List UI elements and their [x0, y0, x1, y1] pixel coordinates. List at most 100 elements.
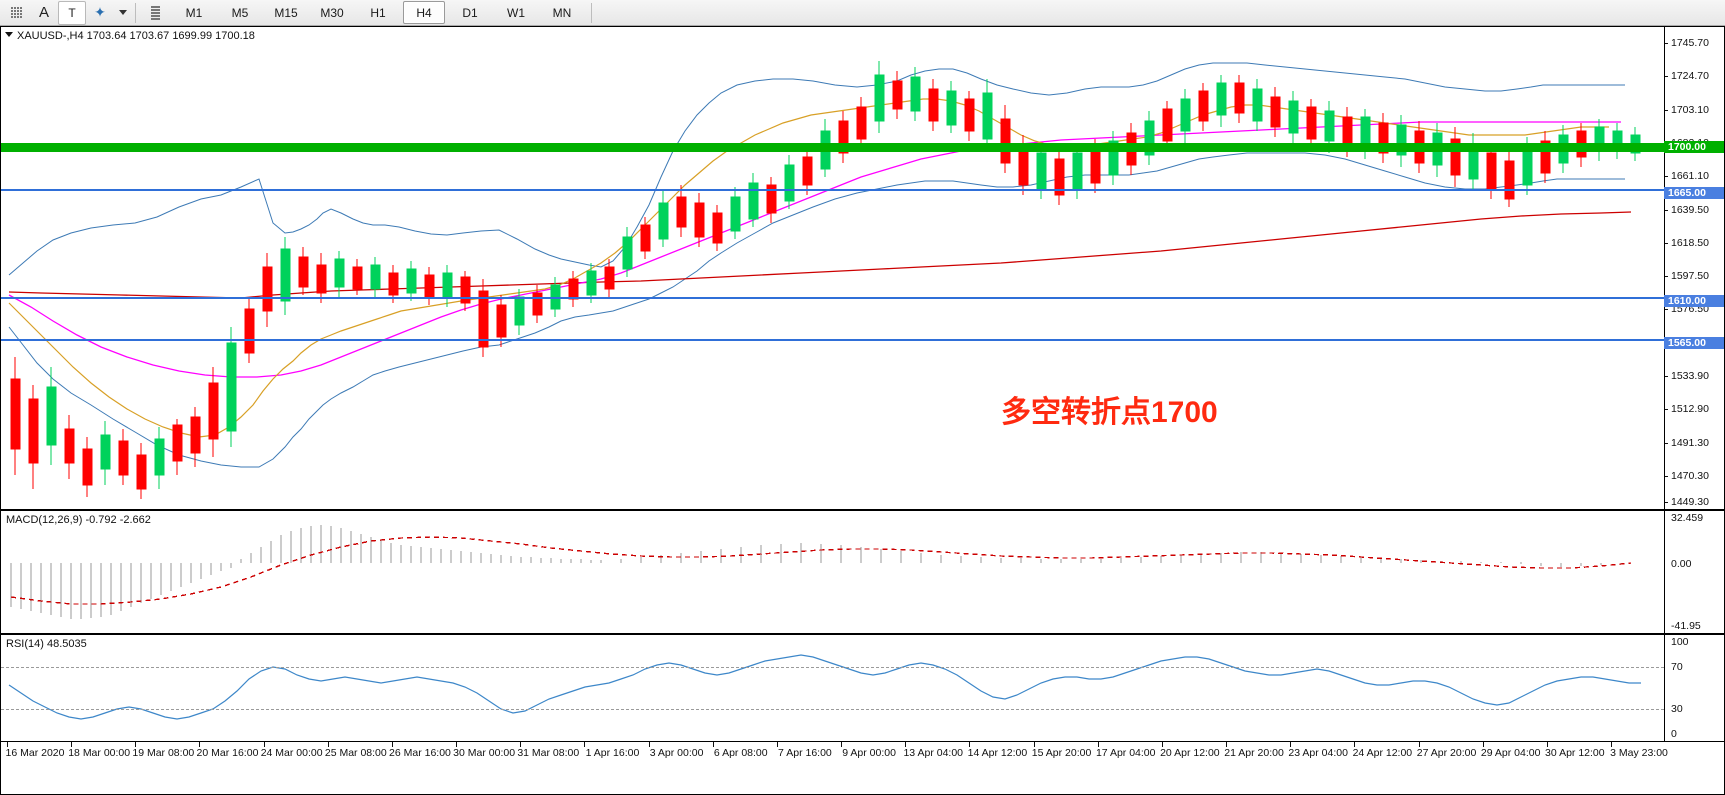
timeframe-button-m1[interactable]: M1 — [185, 5, 203, 20]
time-tick-17 — [1097, 742, 1099, 747]
time-tick-22 — [1418, 742, 1420, 747]
rsi-scale-tick-3: 0 — [1671, 728, 1677, 740]
main-toolbar: A T ✦ M1 M5 M15 M30 H1 H4 D1 W1 MN — [0, 0, 1725, 26]
rsi-level-30 — [1, 709, 1664, 710]
time-label-22: 27 Apr 20:00 — [1416, 747, 1477, 759]
timeframe-button-h1[interactable]: H1 — [370, 5, 386, 20]
time-label-16: 15 Apr 20:00 — [1031, 747, 1092, 759]
timeframe-button-m30[interactable]: M30 — [320, 5, 344, 20]
time-tick-10 — [648, 742, 650, 747]
text-label-icon[interactable]: T — [58, 0, 86, 25]
timeframe-button-mn[interactable]: MN — [552, 5, 572, 20]
price-scale-tick-0: 1745.70 — [1665, 37, 1724, 49]
rsi-series-svg — [8, 654, 1641, 720]
time-label-0: 16 Mar 2020 — [5, 747, 65, 759]
time-tick-14 — [905, 742, 907, 747]
level-line-1565[interactable] — [1, 339, 1664, 341]
macd-scale-tick-0: 32.459 — [1671, 512, 1704, 524]
price-panel[interactable]: 多空转折点1700 1745.701724.701703.101682.1016… — [0, 26, 1725, 510]
time-tick-15 — [969, 742, 971, 747]
symbol-header: XAUUSD-,H4 1703.64 1703.67 1699.99 1700.… — [5, 30, 255, 42]
time-label-11: 6 Apr 08:00 — [713, 747, 768, 759]
price-scale-tick-13: 1470.30 — [1665, 470, 1724, 482]
objects-icon[interactable]: ✦ — [94, 4, 106, 20]
time-label-14: 13 Apr 04:00 — [903, 747, 964, 759]
price-scale-tick-5: 1639.50 — [1665, 204, 1724, 216]
rsi-scale-tick-1: 70 — [1671, 660, 1683, 673]
macd-label: MACD(12,26,9) -0.792 -2.662 — [6, 514, 151, 526]
price-scale[interactable]: 1745.701724.701703.101682.101661.101639.… — [1664, 27, 1724, 509]
rsi-scale-tick-2: 30 — [1671, 703, 1683, 716]
time-tick-4 — [263, 742, 265, 747]
rsi-scale[interactable]: 100 70 30 0 — [1664, 635, 1724, 741]
time-tick-1 — [71, 742, 73, 747]
rsi-level-70 — [1, 667, 1664, 668]
toolbar-divider-2 — [591, 2, 592, 23]
time-tick-13 — [841, 742, 843, 747]
price-plot[interactable]: 多空转折点1700 — [1, 27, 1664, 509]
timeframe-button-h4[interactable]: H4 — [403, 1, 445, 24]
time-label-1: 18 Mar 00:00 — [68, 747, 131, 759]
price-scale-tick-11: 1512.90 — [1665, 403, 1724, 415]
macd-panel[interactable]: 32.459 0.00 -41.95 MACD(12,26,9) -0.792 -2… — [0, 510, 1725, 634]
time-label-15: 14 Apr 12:00 — [967, 747, 1028, 759]
time-label-5: 25 Mar 08:00 — [324, 747, 387, 759]
level-line-1665[interactable] — [1, 189, 1664, 191]
macd-plot[interactable] — [1, 511, 1664, 633]
rsi-plot[interactable] — [1, 635, 1664, 741]
time-label-20: 23 Apr 04:00 — [1288, 747, 1348, 759]
time-label-8: 31 Mar 08:00 — [517, 747, 580, 759]
level-tag-1700: 1700.00 — [1664, 141, 1724, 153]
ma-slow-line — [8, 211, 1632, 299]
time-axis[interactable]: 16 Mar 2020 18 Mar 00:00 19 Mar 08:00 20 Ma… — [0, 742, 1725, 795]
time-label-3: 20 Mar 16:00 — [196, 747, 259, 759]
timeframe-button-w1[interactable]: W1 — [507, 5, 525, 20]
level-tag-1610: 1610.00 — [1664, 295, 1724, 307]
price-scale-tick-7: 1597.50 — [1665, 270, 1724, 282]
rsi-label: RSI(14) 48.5035 — [6, 638, 87, 650]
time-label-2: 19 Mar 08:00 — [132, 747, 195, 759]
time-label-25: 3 May 23:00 — [1610, 747, 1668, 759]
timeframe-button-m5[interactable]: M5 — [231, 5, 249, 20]
time-label-9: 1 Apr 16:00 — [585, 747, 640, 759]
rsi-panel[interactable]: 100 70 30 0 RSI(14) 48.5035 — [0, 634, 1725, 742]
time-label-21: 24 Apr 12:00 — [1352, 747, 1413, 759]
time-tick-21 — [1354, 742, 1356, 747]
time-label-6: 26 Mar 16:00 — [389, 747, 451, 759]
time-tick-6 — [391, 742, 393, 747]
macd-scale-tick-1: 0.00 — [1671, 558, 1692, 571]
price-scale-tick-6: 1618.50 — [1665, 237, 1724, 249]
time-label-23: 29 Apr 04:00 — [1480, 747, 1541, 759]
macd-signal-line — [10, 536, 1632, 605]
time-label-19: 21 Apr 20:00 — [1224, 747, 1284, 759]
chevron-down-icon[interactable] — [5, 32, 13, 37]
time-tick-19 — [1226, 742, 1228, 747]
macd-scale[interactable]: 32.459 0.00 -41.95 — [1664, 511, 1724, 633]
timeframe-group: M1 M5 M15 M30 H1 H4 D1 W1 MN — [173, 1, 583, 24]
level-tag-1565: 1565.00 — [1664, 337, 1724, 349]
symbol-header-text: XAUUSD-,H4 1703.64 1703.67 1699.99 1700.… — [17, 30, 255, 42]
time-tick-11 — [712, 742, 714, 747]
level-line-1610[interactable] — [1, 297, 1664, 299]
grid-icon[interactable] — [2, 1, 30, 25]
macd-series-svg — [10, 525, 1632, 619]
text-a-icon[interactable]: A — [38, 4, 49, 21]
time-tick-7 — [456, 742, 458, 747]
price-scale-tick-14: 1449.30 — [1665, 496, 1724, 508]
timeframe-button-m15[interactable]: M15 — [274, 5, 298, 20]
time-label-18: 20 Apr 12:00 — [1160, 747, 1220, 759]
level-line-1700[interactable] — [1, 143, 1664, 152]
price-series-svg — [8, 61, 1641, 499]
objects-dropdown-icon[interactable] — [114, 1, 130, 25]
time-label-17: 17 Apr 04:00 — [1095, 747, 1156, 759]
periods-icon[interactable] — [141, 1, 169, 25]
time-label-10: 3 Apr 00:00 — [649, 747, 704, 759]
toolbar-divider — [135, 2, 136, 23]
time-tick-16 — [1033, 742, 1035, 747]
time-tick-3 — [199, 742, 201, 747]
time-tick-5 — [327, 742, 329, 747]
timeframe-button-d1[interactable]: D1 — [462, 5, 478, 20]
price-scale-tick-12: 1491.30 — [1665, 437, 1724, 449]
time-label-12: 7 Apr 16:00 — [778, 747, 832, 759]
time-tick-2 — [135, 742, 137, 747]
